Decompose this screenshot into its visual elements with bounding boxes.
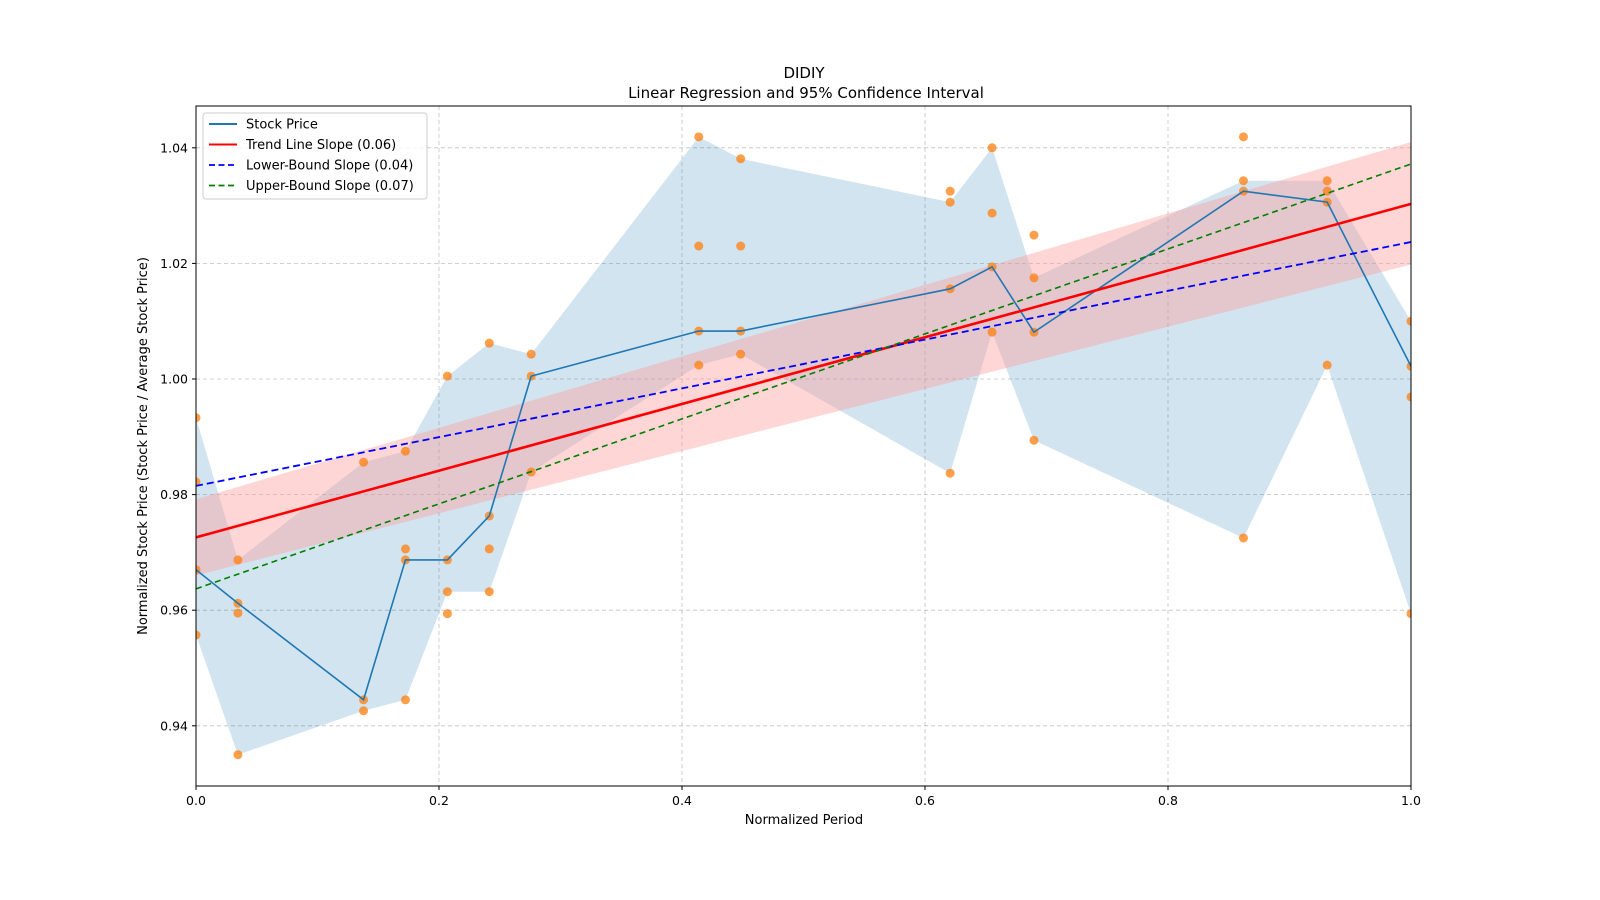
price-range-band [196,136,1411,755]
legend-box [202,112,428,200]
x-tick-label: 0.2 [429,793,449,808]
plot-area [196,132,1411,760]
y-tick-label: 1.04 [160,140,188,155]
scatter-point [1322,360,1332,370]
legend-label-3: Upper-Bound Slope (0.07) [246,179,414,194]
scatter-point [694,360,704,370]
scatter-point [945,186,955,196]
scatter-point [196,477,201,487]
legend-label-1: Trend Line Slope (0.06) [245,138,396,153]
scatter-point [400,446,410,456]
scatter-point [1406,392,1411,402]
scatter-point [484,587,494,597]
scatter-point [1238,132,1248,142]
scatter-point [359,706,369,716]
scatter-point [1406,609,1411,619]
y-tick-label: 0.96 [160,603,188,618]
scatter-point [359,457,369,467]
scatter-point [196,413,201,423]
scatter-point [694,241,704,251]
scatter-point [1322,186,1332,196]
chart-title: DIDIY [783,64,825,82]
scatter-point [1238,533,1248,543]
axes-frame [195,105,1412,787]
lower-bound-line [196,241,1411,487]
scatter-point [484,338,494,348]
y-tick-label: 0.94 [160,718,188,733]
x-tick-label: 1.0 [1401,793,1421,808]
scatter-point [400,695,410,705]
upper-bound-line [196,163,1411,590]
y-tick-label: 1.00 [160,372,188,387]
scatter-point [233,750,243,760]
scatter-point [1029,435,1039,445]
scatter-point [736,241,746,251]
scatter-point [987,327,997,337]
scatter-point [196,630,201,640]
y-tick-label: 0.98 [160,487,188,502]
x-tick-label: 0.6 [915,793,935,808]
scatter-point [1406,316,1411,326]
x-tick-label: 0.8 [1158,793,1178,808]
trend-line [196,202,1411,539]
confidence-interval-band [196,142,1411,576]
y-tick-label: 1.02 [160,256,188,271]
scatter-point [945,468,955,478]
legend: Stock Price Trend Line Slope (0.06) Lower-… [202,112,428,200]
stock-price-line [196,190,1411,702]
scatter-point [945,197,955,207]
scatter-point [736,154,746,164]
chart-subtitle: Linear Regression and 95% Confidence Int… [628,84,984,102]
scatter-point [1029,273,1039,283]
x-tick-label: 0.0 [186,793,206,808]
x-tick-label: 0.4 [672,793,692,808]
scatter-point [442,371,452,381]
scatter-point [233,608,243,618]
scatter-point [442,609,452,619]
scatter-point [1029,230,1039,240]
legend-label-2: Lower-Bound Slope (0.04) [246,159,413,174]
scatter-point [694,132,704,142]
scatter-point [233,555,243,565]
y-axis-label: Normalized Stock Price (Stock Price / Av… [136,257,151,635]
scatter-point [987,208,997,218]
scatter-point [736,349,746,359]
y-axis-ticks: 0.94 0.96 0.98 1.00 1.02 1.04 [160,140,196,733]
x-axis-ticks: 0.0 0.2 0.4 0.6 0.8 1.0 [186,786,1421,808]
scatter-point [987,143,997,153]
scatter-point [484,544,494,554]
legend-label-0: Stock Price [246,118,318,133]
scatter-point [1238,176,1248,186]
scatter-point [526,349,536,359]
scatter-point [442,587,452,597]
x-axis-label: Normalized Period [745,813,863,828]
scatter-point [1322,176,1332,186]
scatter-point [400,544,410,554]
